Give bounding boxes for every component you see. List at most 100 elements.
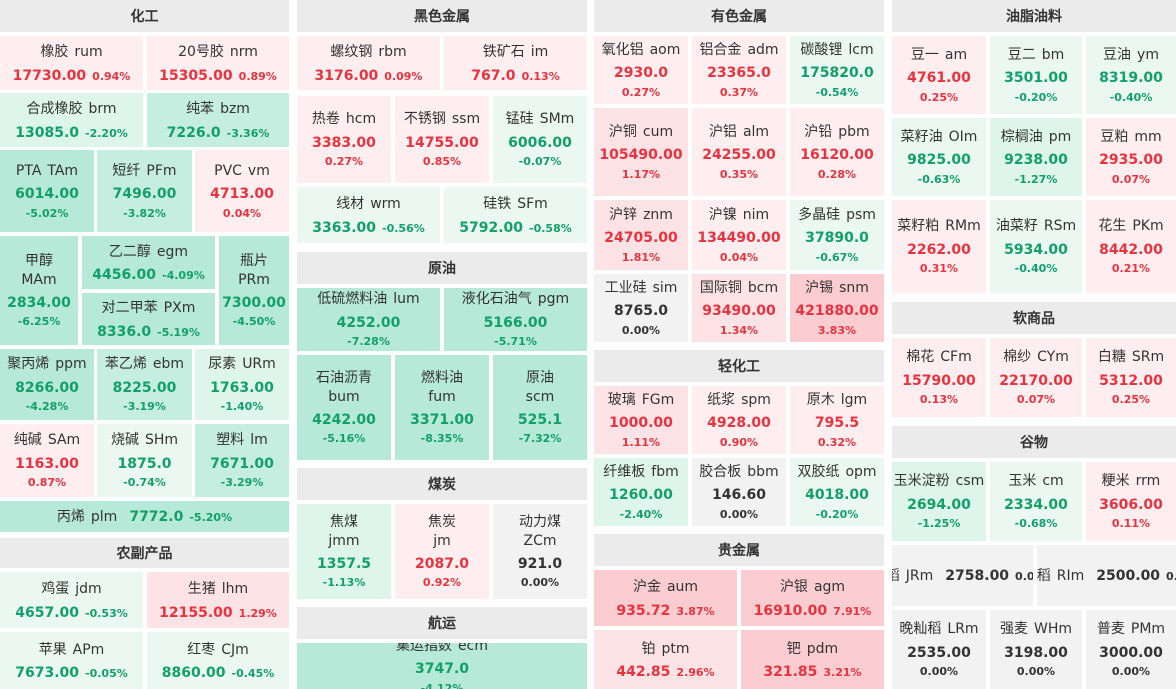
price: 421880.00: [795, 303, 879, 320]
contract-name: 双胶纸: [797, 463, 840, 480]
contract-name: 粳米: [1101, 473, 1130, 490]
change-percent: -3.82%: [123, 206, 166, 220]
price-line: 7226.0 -3.36%: [167, 123, 270, 141]
change-percent: -0.54%: [815, 85, 859, 99]
quote-tile: 橡胶 rum 17730.00 0.94%: [0, 36, 143, 90]
name-line: 沪铜 cum: [609, 122, 673, 140]
name-line: 焦炭: [428, 512, 456, 530]
contract-name: 沪锡: [805, 279, 834, 296]
quote-tile: 燃料油 fum 3371.00 -8.35%: [395, 355, 489, 460]
quote-tile: 石油沥青 bum 4242.00 -5.16%: [297, 355, 391, 460]
contract-code: lgm: [840, 391, 868, 408]
price: 14755.00: [405, 134, 479, 151]
section-header: 黑色金属: [297, 0, 587, 32]
contract-code: nim: [742, 206, 770, 223]
contract-code: ecm: [458, 643, 488, 654]
contract-name: 沪铅: [804, 123, 833, 140]
change-line: 1.11%: [622, 432, 660, 450]
change-percent: -8.35%: [420, 432, 464, 446]
change-percent: 1.34%: [719, 323, 759, 337]
name-line: 短纤 PFm: [112, 161, 176, 179]
contract-code: PXm: [163, 300, 196, 317]
price-line: 9825.00: [907, 150, 971, 168]
price-line: 8266.00: [15, 378, 79, 396]
price-line: 4761.00: [907, 68, 971, 86]
price: 8442.00: [1099, 241, 1163, 258]
change-percent: 0.00%: [1015, 570, 1033, 584]
change-line: -5.02%: [26, 203, 69, 221]
contract-name: 菜籽油: [900, 128, 943, 145]
change-line: 0.27%: [325, 151, 363, 169]
name-line: 玉米淀粉 csm: [894, 471, 985, 489]
name-line: 油菜籽 RSm: [996, 216, 1076, 234]
quote-tile: 玉米 cm 2334.00 -0.68%: [990, 462, 1082, 541]
contract-name: 纸浆: [707, 391, 736, 408]
quote-tile: 沪银 agm 16910.00 7.91%: [741, 570, 884, 626]
name-line: 尿素 URm: [208, 354, 276, 372]
code-line: scm: [526, 387, 555, 405]
name-line: 铝合金 adm: [699, 40, 778, 58]
code-line: ZCm: [523, 531, 556, 549]
contract-name: 烧碱: [110, 432, 139, 449]
quote-tile: 早籼稻 RIm 2500.00 0.00%: [1037, 545, 1176, 606]
price: 7671.00: [210, 455, 274, 472]
price: 13085.0: [15, 124, 80, 141]
price-line: 7673.00 -0.05%: [15, 663, 128, 681]
quote-tile: 白糖 SRm 5312.00 0.25%: [1086, 338, 1176, 417]
change-percent: 0.13%: [919, 393, 959, 407]
change-percent: -0.56%: [382, 221, 425, 235]
price: 321.85: [763, 664, 818, 680]
quote-tile: 动力煤 ZCm 921.0 0.00%: [493, 504, 587, 599]
code-line: PRm: [238, 270, 270, 288]
contract-code: SRm: [1131, 349, 1165, 366]
price-line: 1260.00: [609, 485, 673, 503]
quote-tile: 原木 lgm 795.5 0.32%: [790, 386, 884, 454]
contract-code: bm: [1041, 46, 1065, 63]
contract-name: 沪锌: [609, 206, 638, 223]
change-percent: 0.27%: [621, 85, 661, 99]
contract-code: SMm: [539, 111, 575, 128]
price-line: 15305.00 0.89%: [159, 66, 277, 84]
contract-name: 白糖: [1097, 349, 1126, 366]
name-line: 乙二醇 egm: [109, 242, 188, 260]
change-percent: 0.00%: [1016, 665, 1056, 679]
name-line: 20号胶 nrm: [178, 42, 258, 60]
change-percent: 0.92%: [422, 576, 462, 590]
change-line: -0.54%: [816, 82, 859, 100]
change-line: 1.17%: [622, 164, 660, 182]
change-line: -7.32%: [519, 428, 562, 446]
contract-name: 焦煤: [330, 514, 358, 531]
change-line: 3.83%: [818, 320, 856, 338]
price: 3176.00: [314, 67, 379, 84]
name-line: 铁矿石 im: [483, 42, 549, 60]
name-line: 沪铝 alm: [709, 122, 769, 140]
price: 2087.0: [414, 556, 470, 572]
change-percent: -4.50%: [232, 315, 276, 329]
name-line: 液化石油气 pgm: [462, 289, 569, 307]
price: 525.1: [517, 412, 563, 428]
change-percent: 0.27%: [324, 155, 364, 169]
change-line: -0.20%: [816, 504, 859, 522]
contract-code: SAm: [47, 432, 81, 449]
price: 8319.00: [1099, 70, 1163, 87]
section-header: 原油: [297, 252, 587, 284]
price: 3371.00: [410, 412, 474, 428]
change-percent: 1.29%: [238, 606, 277, 620]
quote-tile: 瓶片 PRm 7300.00 -4.50%: [219, 236, 289, 345]
name-line: 沪锌 znm: [609, 205, 673, 223]
price-line: 105490.00: [599, 145, 682, 163]
change-percent: -0.40%: [1109, 90, 1153, 104]
quote-tile: 不锈钢 ssm 14755.00 0.85%: [395, 96, 489, 183]
name-line: 豆油 ym: [1103, 45, 1159, 63]
quote-tile: 沪金 aum 935.72 3.87%: [594, 570, 737, 626]
contract-name: 沪金: [632, 579, 661, 596]
name-line: 纯苯 bzm: [186, 99, 250, 117]
contract-name: 沪铝: [708, 123, 737, 140]
contract-name: 锰硅: [505, 111, 534, 128]
contract-name: 碳酸锂: [800, 41, 843, 58]
price: 9825.00: [907, 152, 971, 169]
name-line: 瓶片: [240, 251, 268, 269]
quote-tile: 焦煤 jmm 1357.5 -1.13%: [297, 504, 391, 599]
name-line: 烧碱 SHm: [111, 430, 178, 448]
change-line: -1.25%: [918, 513, 961, 531]
